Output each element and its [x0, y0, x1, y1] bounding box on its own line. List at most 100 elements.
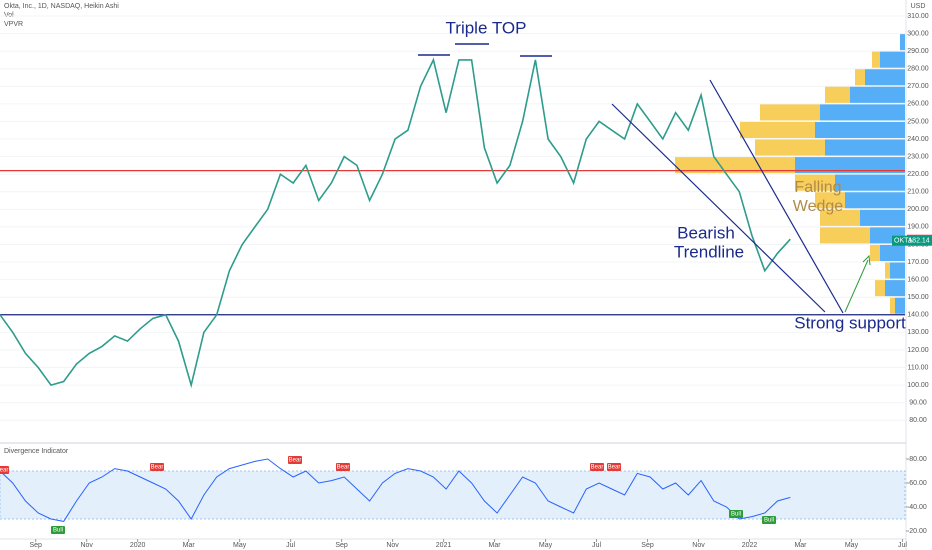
y-tick-label: 140.00	[907, 312, 929, 319]
y-tick-label: 250.00	[907, 118, 929, 125]
x-tick-label: 2021	[436, 542, 452, 549]
signal-label: Bear	[337, 465, 350, 471]
y-tick-label: 210.00	[907, 189, 929, 196]
x-tick-label: Nov	[80, 542, 93, 549]
y-tick-label: 90.00	[909, 399, 927, 406]
profile-buy	[825, 139, 905, 156]
badge-value: 182.14	[908, 238, 930, 245]
x-tick-label: Nov	[386, 542, 399, 549]
bearish-trendline	[611, 103, 826, 313]
y-tick-label: 160.00	[907, 276, 929, 283]
annotation: Strong support	[794, 313, 906, 332]
profile-buy	[890, 262, 905, 279]
signal-badge	[762, 516, 776, 524]
annotation: Bearish	[677, 223, 735, 242]
profile-buy	[815, 121, 905, 139]
currency: USD	[911, 3, 926, 10]
oscillator-title: Divergence Indicator	[4, 448, 69, 455]
y-tick-label: 80.00	[909, 417, 927, 424]
profile-buy	[835, 174, 905, 191]
profile-buy	[860, 209, 905, 226]
profile-buy	[820, 103, 905, 121]
profile-buy	[895, 297, 905, 314]
y-tick-label: 260.00	[907, 101, 929, 108]
y-tick-label: 100.00	[907, 382, 929, 389]
profile-sell	[855, 68, 865, 86]
x-tick-label: Mar	[489, 542, 502, 549]
signal-badge	[0, 466, 9, 474]
oscillator-band	[0, 470, 906, 520]
arrow-head	[862, 254, 871, 266]
y-tick-label: 240.00	[907, 136, 929, 143]
x-tick-label: Sep	[335, 542, 348, 549]
profile-buy	[880, 51, 905, 68]
annotation: Falling	[794, 179, 841, 196]
signal-badge	[729, 510, 743, 518]
signal-badge	[288, 456, 302, 464]
x-tick-label: 2020	[130, 542, 146, 549]
x-tick-label: May	[233, 542, 247, 549]
profile-sell	[815, 191, 845, 209]
y-tick-label: 230.00	[907, 153, 929, 160]
annotation: Triple TOP	[446, 18, 527, 37]
price-badge	[892, 235, 932, 246]
signal-label: Bear	[0, 468, 8, 474]
profile-buy	[845, 191, 905, 209]
osc-tick-label: 80.00	[909, 456, 927, 463]
y-tick-label: 220.00	[907, 171, 929, 178]
signal-label: Bear	[591, 465, 604, 471]
y-tick-label: 270.00	[907, 83, 929, 90]
profile-sell	[890, 297, 895, 314]
x-tick-label: May	[845, 542, 859, 549]
y-tick-label: 110.00	[908, 364, 929, 371]
signal-label: Bull	[53, 528, 63, 534]
profile-sell	[885, 262, 890, 279]
signal-badge	[150, 463, 164, 471]
signal-label: Bull	[731, 512, 741, 518]
signal-label: Bull	[764, 518, 774, 524]
osc-tick-label: 20.00	[909, 528, 927, 535]
price-line	[0, 57, 791, 389]
y-tick-label: 200.00	[907, 206, 929, 213]
x-tick-label: Jul	[286, 542, 295, 549]
x-tick-label: May	[539, 542, 553, 549]
wedge-line	[709, 79, 844, 314]
profile-sell	[820, 226, 870, 244]
osc-tick-label: 60.00	[909, 480, 927, 487]
y-tick-label: 290.00	[907, 48, 929, 55]
profile-sell	[760, 103, 820, 121]
y-tick-label: 190.00	[907, 224, 929, 231]
signal-label: Bear	[151, 465, 164, 471]
x-tick-label: Sep	[641, 542, 654, 549]
signal-badge	[607, 463, 621, 471]
plot	[0, 15, 905, 421]
signal-label: Bear	[289, 458, 302, 464]
profile-buy	[880, 244, 905, 262]
profile-buy	[795, 156, 905, 174]
x-tick-label: Sep	[29, 542, 42, 549]
y-tick-label: 130.00	[907, 329, 929, 336]
x-tick-label: Nov	[692, 542, 705, 549]
signal-badge	[590, 463, 604, 471]
signal-badge	[336, 463, 350, 471]
profile-buy	[850, 86, 905, 103]
y-tick-label: 170.00	[907, 259, 929, 266]
x-tick-label: Jul	[898, 542, 907, 549]
annotation: Wedge	[793, 198, 844, 215]
x-tick-label: Jul	[592, 542, 601, 549]
x-tick-label: 2022	[742, 542, 758, 549]
profile-sell	[820, 209, 860, 226]
chart-title: Okta, Inc., 1D, NASDAQ, Heikin Ashi	[4, 3, 119, 10]
indicator-label: Vol	[4, 12, 14, 19]
oscillator-line	[0, 458, 791, 522]
signal-badge	[51, 526, 65, 534]
badge-name: OKTA	[894, 238, 913, 245]
osc-tick-label: 40.00	[909, 504, 927, 511]
profile-sell	[755, 139, 825, 156]
rebound-arrow	[844, 259, 869, 313]
profile-buy	[885, 279, 905, 297]
profile-sell	[870, 244, 880, 262]
profile-sell	[795, 174, 835, 191]
profile-sell	[875, 279, 885, 297]
